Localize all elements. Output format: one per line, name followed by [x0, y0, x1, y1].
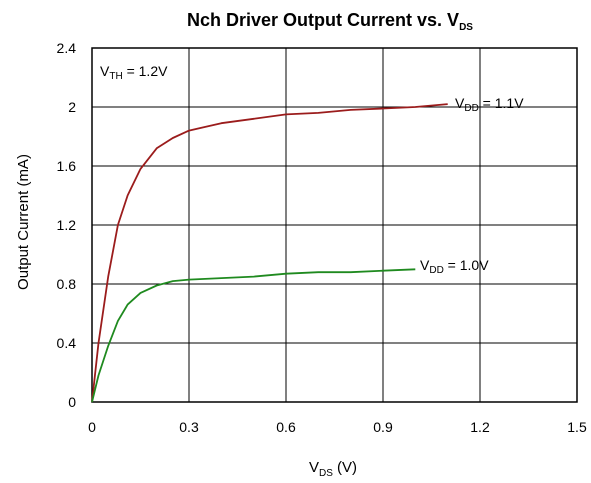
- series-layer: [92, 104, 448, 402]
- vth-annotation: VTH = 1.2V: [100, 63, 168, 82]
- y-tick-label: 1.2: [57, 217, 77, 233]
- y-tick-label: 2.4: [57, 40, 77, 56]
- y-tick-label: 0.8: [57, 276, 77, 292]
- y-tick-label: 0: [68, 394, 76, 410]
- series-label-vdd-1-0: VDD = 1.0V: [420, 257, 489, 276]
- y-tick-label: 2: [68, 99, 76, 115]
- y-axis-label: Output Current (mA): [15, 154, 32, 290]
- x-tick-label: 1.5: [567, 419, 587, 435]
- x-axis-label: VDS (V): [309, 459, 357, 479]
- y-tick-label: 1.6: [57, 158, 77, 174]
- x-tick-label: 0.9: [373, 419, 393, 435]
- series-label-vdd-1-1: VDD = 1.1V: [455, 95, 524, 114]
- chart-title: Nch Driver Output Current vs. VDS: [187, 10, 473, 33]
- x-tick-label: 0: [88, 419, 96, 435]
- x-tick-label: 0.3: [179, 419, 199, 435]
- y-tick-label: 0.4: [57, 335, 77, 351]
- x-tick-label: 0.6: [276, 419, 296, 435]
- series-line-1: [92, 269, 415, 402]
- x-tick-label: 1.2: [470, 419, 490, 435]
- series-line-0: [92, 104, 448, 402]
